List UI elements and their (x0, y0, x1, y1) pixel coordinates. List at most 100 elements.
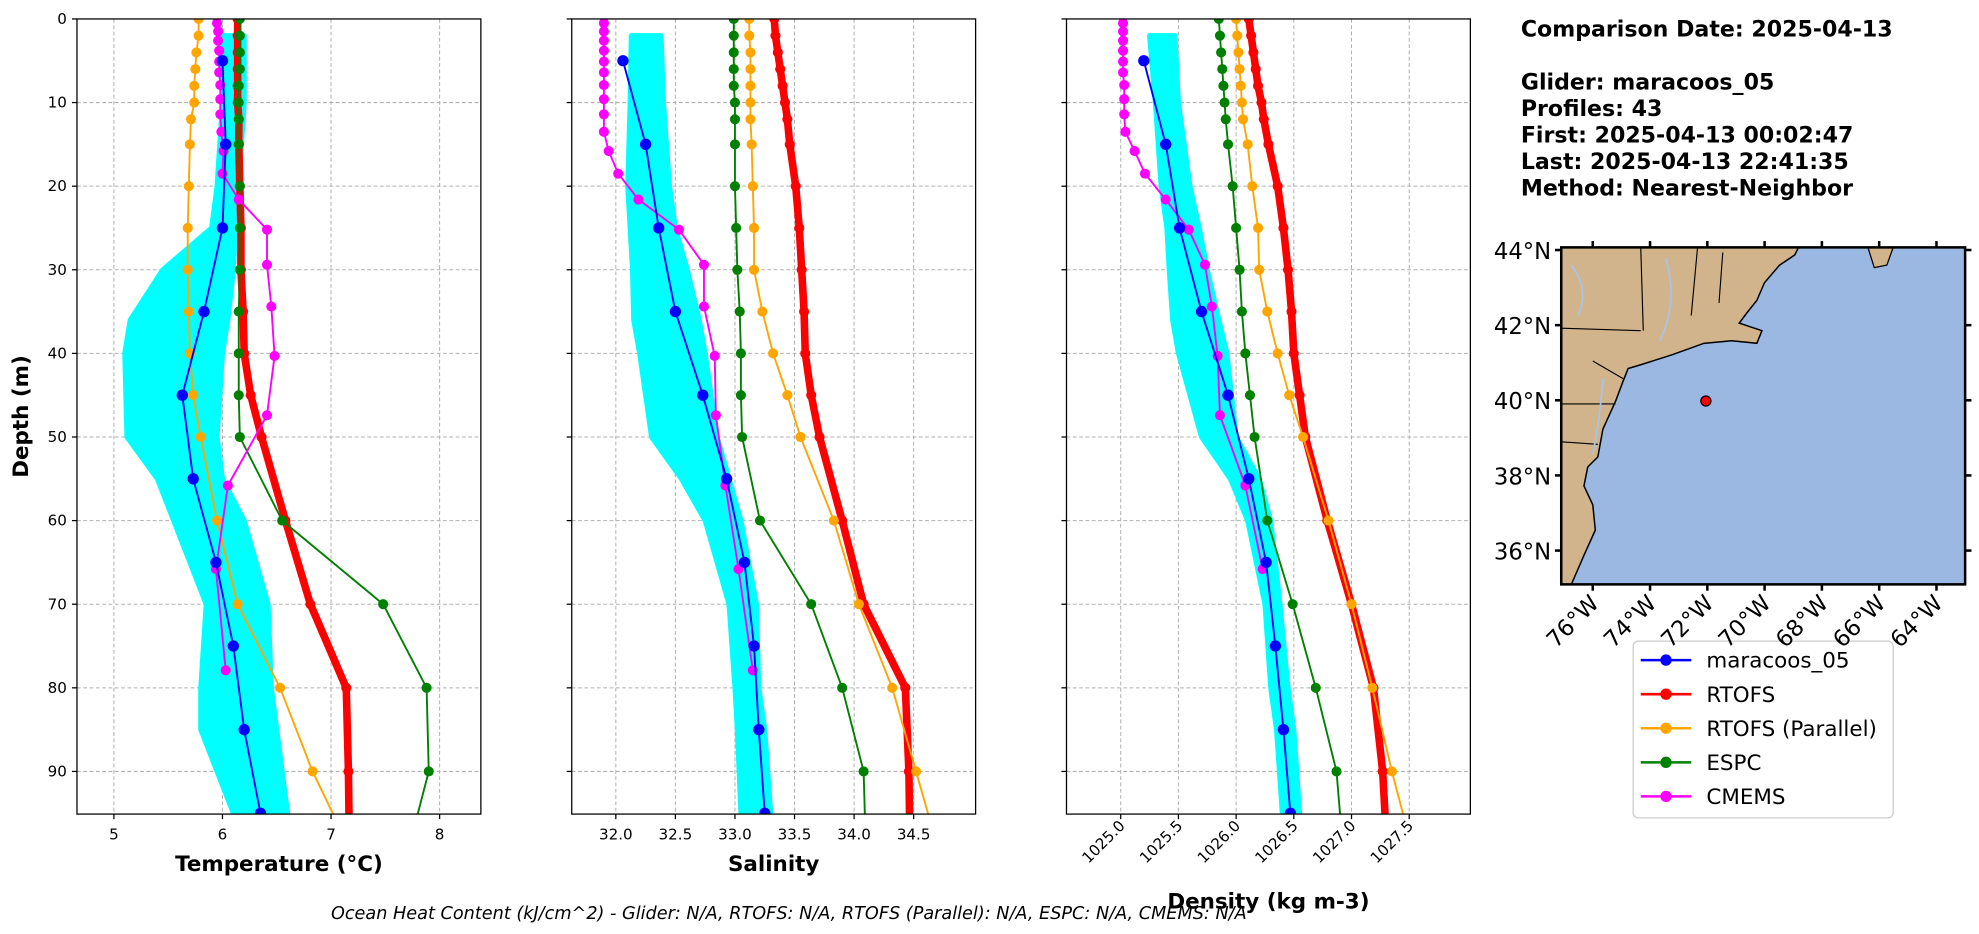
profile-marker (227, 640, 240, 652)
profile-marker (1248, 47, 1259, 58)
profile-marker (887, 682, 898, 693)
profile-marker (1297, 431, 1309, 443)
profile-marker (782, 390, 793, 401)
profile-marker (274, 682, 286, 693)
profile-marker (261, 259, 273, 270)
profile-marker (1236, 306, 1247, 317)
y-tick-label: 38°N (1494, 464, 1551, 490)
x-tick-label: 34.5 (897, 825, 931, 843)
profile-marker (1240, 348, 1251, 359)
profile-marker (266, 301, 277, 312)
profile-marker (747, 181, 758, 192)
profile-marker (191, 47, 202, 58)
profile-marker (782, 114, 793, 125)
profile-marker (305, 599, 316, 610)
profile-marker (753, 723, 765, 736)
profile-marker (1367, 682, 1378, 693)
profile-marker (185, 114, 197, 125)
profile-marker (1256, 97, 1267, 108)
profile-marker (633, 194, 644, 205)
y-axis-label: Depth (m) (9, 355, 34, 478)
profile-marker (1346, 599, 1357, 610)
profile-marker (837, 682, 848, 693)
profile-marker (1243, 18, 1254, 24)
land (1561, 247, 1800, 585)
profile-marker (1246, 30, 1257, 41)
x-tick-label: 34.0 (837, 825, 871, 843)
profile-marker (1227, 181, 1238, 192)
profile-marker (1386, 766, 1397, 777)
profile-marker (729, 181, 741, 192)
profile-marker (1323, 515, 1334, 526)
profile-marker (1231, 222, 1242, 234)
profile-marker (233, 306, 244, 317)
profile-marker (796, 264, 807, 275)
profile-marker (748, 264, 760, 275)
profile-marker (233, 348, 244, 359)
profile-marker (1252, 222, 1264, 234)
profile-marker (728, 47, 739, 58)
legend-label: RTOFS (1706, 683, 1775, 708)
profile-marker (728, 18, 739, 24)
profile-marker (1234, 264, 1245, 275)
y-tick-label: 44°N (1494, 239, 1551, 265)
profile-marker (1218, 80, 1229, 91)
profile-marker (182, 264, 193, 275)
profile-marker (1249, 431, 1260, 443)
profile-marker (245, 390, 256, 401)
profile-marker (423, 766, 434, 777)
profile-marker (1284, 390, 1295, 401)
profile-marker (210, 556, 222, 569)
profile-marker (603, 146, 614, 157)
profile-marker (198, 305, 210, 318)
profile-marker (1269, 640, 1282, 652)
profile-marker (176, 389, 188, 401)
legend-label: CMEMS (1706, 785, 1785, 810)
x-tick-label: 1027.5 (1367, 817, 1417, 867)
profile-marker (341, 682, 352, 693)
profile-marker (216, 222, 229, 234)
axes-frame (1065, 18, 1471, 815)
profile-marker (343, 766, 354, 777)
profile-marker (1206, 301, 1217, 312)
profile-marker (745, 97, 756, 108)
profile-marker (1160, 194, 1171, 205)
profile-marker (220, 665, 231, 676)
axes-frame (571, 18, 977, 815)
profile-marker (858, 766, 869, 777)
profile-marker (737, 431, 748, 443)
profile-marker (806, 390, 817, 401)
profile-marker (598, 26, 609, 37)
y-tick-label: 80 (48, 679, 67, 697)
profile-marker (238, 723, 250, 736)
profile-marker (710, 410, 721, 421)
profile-marker (182, 222, 193, 234)
profile-marker (731, 222, 742, 234)
comparison-date: Comparison Date: 2025-04-13 (1521, 18, 1893, 43)
profile-marker (745, 114, 756, 125)
profile-marker (1277, 723, 1290, 736)
profile-marker (234, 47, 245, 58)
profile-marker (220, 138, 232, 151)
profile-marker (234, 181, 245, 192)
y-tick-label: 50 (48, 428, 67, 446)
profile-marker (222, 480, 233, 491)
profile-marker (1235, 80, 1246, 91)
profile-marker (777, 80, 788, 91)
profile-marker (1117, 26, 1129, 37)
profile-marker (187, 473, 199, 485)
x-axis-label: Salinity (728, 852, 819, 877)
profile-marker (729, 114, 741, 125)
profile-marker (421, 682, 432, 693)
profile-marker (1244, 390, 1256, 401)
profile-marker (806, 599, 817, 610)
profile-marker (1138, 55, 1150, 67)
profile-marker (1338, 850, 1348, 860)
plot-area (598, 18, 930, 815)
profile-marker (837, 515, 848, 526)
profile-marker (1119, 109, 1130, 120)
profile-marker (1252, 80, 1264, 91)
profile-marker (770, 30, 781, 41)
x-tick-label: 32.0 (599, 825, 633, 843)
x-tick-label: 1025.5 (1136, 817, 1186, 867)
